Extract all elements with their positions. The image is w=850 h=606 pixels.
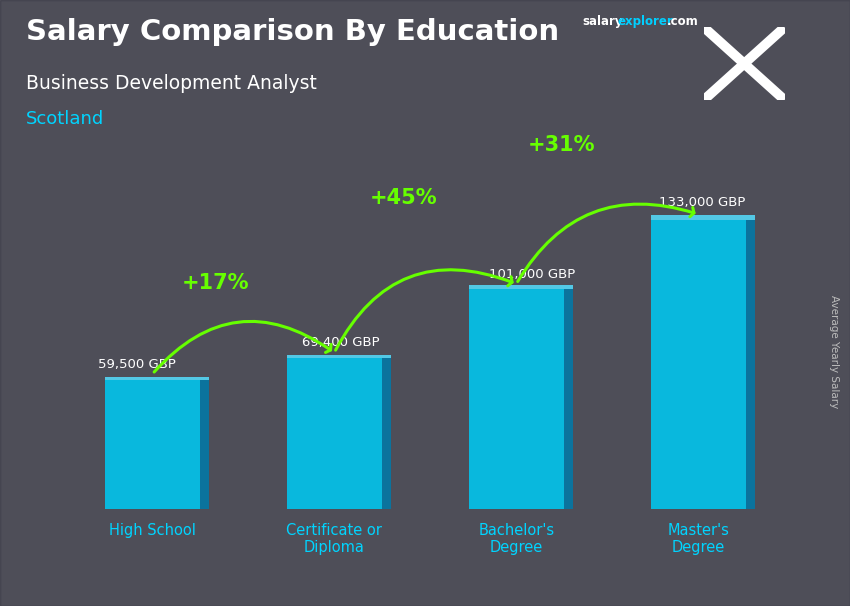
Bar: [564, 290, 573, 509]
Text: Salary Comparison By Education: Salary Comparison By Education: [26, 18, 558, 46]
Text: .com: .com: [666, 15, 698, 28]
Text: Scotland: Scotland: [26, 110, 104, 128]
Bar: [287, 355, 391, 358]
Text: +17%: +17%: [182, 273, 250, 293]
Bar: [105, 379, 200, 509]
Text: 101,000 GBP: 101,000 GBP: [489, 268, 575, 281]
Bar: [382, 358, 391, 509]
Bar: [287, 358, 382, 509]
Text: 59,500 GBP: 59,500 GBP: [98, 358, 176, 371]
Bar: [469, 285, 573, 290]
Text: 133,000 GBP: 133,000 GBP: [659, 196, 745, 209]
Bar: [105, 378, 209, 379]
Bar: [469, 290, 564, 509]
Bar: [745, 220, 755, 509]
Bar: [651, 220, 745, 509]
Text: Business Development Analyst: Business Development Analyst: [26, 74, 316, 93]
Bar: [651, 215, 755, 220]
Text: Average Yearly Salary: Average Yearly Salary: [829, 295, 839, 408]
Text: +31%: +31%: [528, 135, 596, 155]
Text: salary: salary: [582, 15, 623, 28]
Bar: [200, 379, 209, 509]
Text: explorer: explorer: [617, 15, 673, 28]
Text: 69,400 GBP: 69,400 GBP: [302, 336, 379, 350]
Text: +45%: +45%: [370, 188, 437, 208]
